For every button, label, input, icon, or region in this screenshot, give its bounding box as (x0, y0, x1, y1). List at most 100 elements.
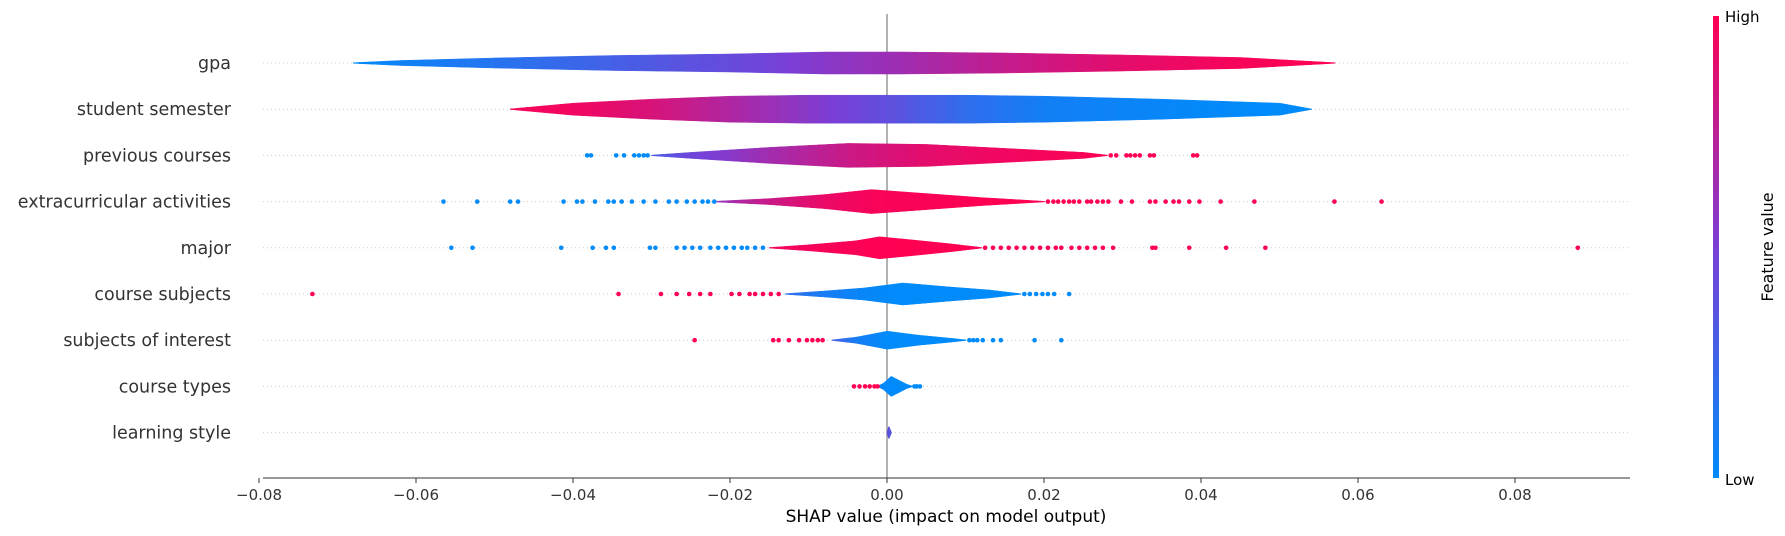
violin-segment (1004, 95, 1016, 123)
violin-segment (946, 194, 955, 209)
violin-segment (755, 198, 764, 205)
low-value-dot (647, 245, 653, 251)
violin-segment (902, 51, 917, 75)
high-value-dot (1071, 199, 1077, 204)
low-value-dot (708, 245, 713, 251)
x-tick-label: 0.00 (870, 486, 903, 504)
violin-segment (927, 51, 942, 75)
violin-segment (796, 195, 805, 208)
outlier-dots (310, 153, 1581, 389)
high-value-dot (1223, 245, 1229, 251)
high-value-dot (1124, 153, 1129, 158)
violin-segment (1235, 101, 1251, 117)
violin-segment (719, 149, 731, 162)
high-value-dot (1077, 199, 1082, 204)
x-tick-label: 0.02 (1027, 486, 1060, 504)
high-value-dot (1218, 199, 1223, 204)
violin-segment (775, 197, 784, 206)
high-value-dot (1045, 245, 1051, 251)
high-value-dot (867, 384, 873, 389)
violin-segment (564, 102, 574, 116)
violin-segment (1063, 53, 1080, 73)
violin-segment (991, 52, 1006, 74)
violin-segment (849, 240, 857, 256)
violin-segment (876, 94, 888, 124)
violin-segment (877, 189, 886, 214)
low-value-dot (674, 199, 679, 204)
violin-segment (1287, 59, 1300, 67)
low-value-dot (1022, 291, 1027, 297)
high-value-dot (658, 291, 664, 297)
violin-segment (935, 94, 947, 124)
low-value-dot (584, 153, 590, 158)
high-value-dot (1379, 199, 1384, 204)
high-value-dot (862, 384, 868, 389)
violin-segment (1016, 292, 1022, 296)
violin-segment (727, 200, 736, 204)
high-value-dot (786, 337, 792, 343)
feature-label: subjects of interest (63, 331, 231, 351)
low-value-dot (1058, 337, 1064, 343)
violin-segment (1063, 151, 1075, 160)
low-value-dot (998, 337, 1004, 343)
feature-labels: gpa student semester previous courses extra… (18, 54, 232, 444)
violin-segment (394, 60, 402, 66)
violin-segment (829, 193, 837, 211)
violin-segment (1249, 101, 1266, 117)
violin-segment (1107, 54, 1124, 72)
violin-segment (859, 189, 867, 214)
violin-segment (582, 101, 594, 117)
low-value-dot (629, 199, 635, 204)
violin-segment (470, 58, 484, 68)
high-value-dot (1575, 245, 1581, 251)
feature-label: course subjects (94, 285, 231, 305)
violin-segment (857, 143, 869, 168)
feature-label: gpa (198, 54, 231, 74)
violin-segment (749, 95, 761, 123)
violin-segment (955, 145, 967, 166)
violin-segment (1004, 52, 1021, 74)
violin-segment (953, 195, 962, 208)
violin-segment (908, 283, 916, 305)
violin-segment (847, 94, 859, 124)
violin-segment (749, 147, 761, 164)
violin-segment (867, 143, 879, 168)
violin-segment (798, 145, 810, 166)
violin-segment (482, 57, 496, 69)
low-value-dot (621, 153, 627, 158)
low-value-dot (507, 199, 513, 204)
high-value-dot (1051, 199, 1056, 204)
violin-segment (1161, 98, 1178, 120)
violin-segment (1122, 54, 1139, 72)
violin-segment (905, 191, 914, 212)
violin-segment (656, 54, 672, 72)
violin-segment (1151, 55, 1168, 71)
low-value-dot (666, 199, 672, 204)
low-value-dot (653, 245, 658, 251)
violin-segment (916, 144, 928, 167)
high-value-dot (697, 291, 703, 297)
feature-label: extracurricular activities (18, 193, 231, 213)
low-value-dot (641, 153, 646, 158)
high-value-dot (616, 291, 621, 297)
high-value-dot (1186, 199, 1192, 204)
violin-segment (863, 51, 875, 75)
violin-segment (953, 52, 968, 74)
violin-segment (729, 53, 743, 73)
high-value-dot (1163, 199, 1168, 204)
violin-segment (853, 51, 865, 75)
violin-segment (1263, 58, 1277, 68)
high-value-dot (998, 245, 1004, 251)
violin-segment (400, 59, 413, 67)
violins (352, 51, 1336, 440)
violin-segment (906, 94, 918, 124)
violin-segment (1012, 199, 1022, 205)
violin-segment (843, 241, 851, 255)
high-value-dot (1037, 245, 1043, 251)
x-axis-ticks: −0.08 −0.06 −0.04 −0.02 0.00 0.02 0.04 0.06 0.08 (236, 478, 1532, 504)
high-value-dot (1147, 153, 1153, 158)
high-value-dot (1129, 199, 1135, 204)
violin-segment (1048, 53, 1065, 73)
violin-segment (538, 56, 555, 70)
